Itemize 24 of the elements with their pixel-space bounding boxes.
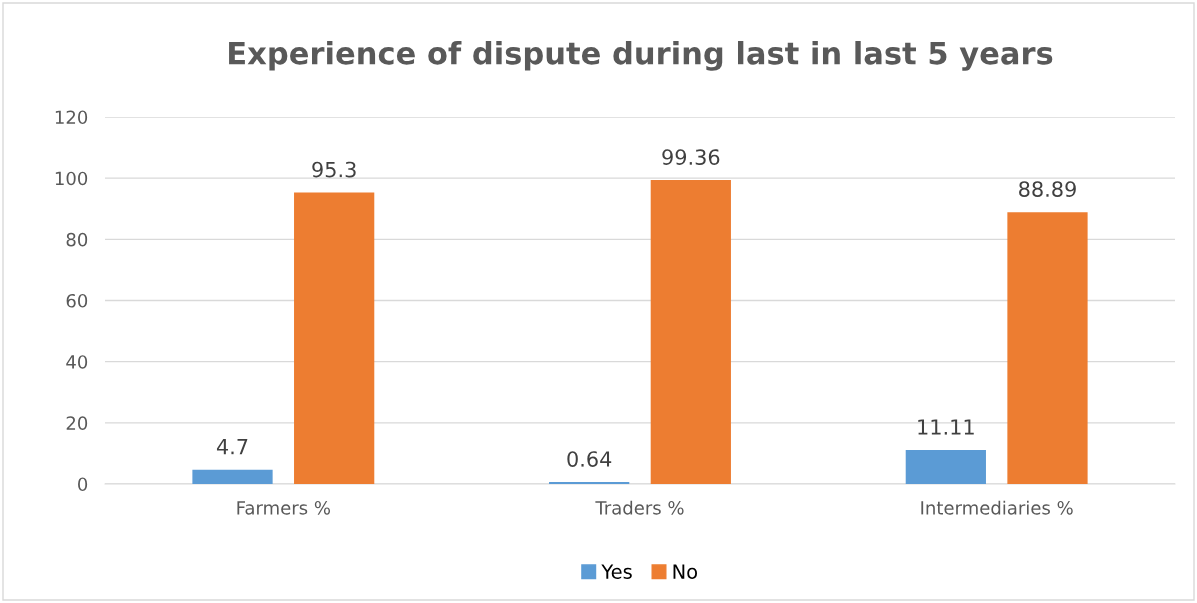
data-label: 99.36: [662, 149, 720, 165]
legend-label: Yes: [601, 564, 632, 579]
bar: [905, 450, 986, 484]
legend-label: No: [673, 564, 698, 579]
y-tick-label: 40: [66, 355, 88, 369]
y-tick-label: 80: [66, 232, 88, 247]
bar: [650, 180, 731, 484]
chart-title: Experience of dispute during last in last 5 years: [229, 41, 1053, 71]
bar: [294, 192, 375, 484]
bar: [1007, 212, 1088, 484]
data-label: 88.89: [1019, 181, 1076, 197]
bar: [192, 469, 273, 484]
data-label: 95.3: [312, 161, 356, 178]
y-tick-label: 0: [78, 477, 88, 492]
data-label: 11.11: [918, 419, 974, 435]
x-tick-label: Intermediaries %: [921, 500, 1073, 515]
y-tick-label: 120: [55, 110, 88, 125]
x-tick-label: Farmers %: [237, 500, 330, 515]
y-tick-label: 60: [66, 293, 88, 308]
y-tick-label: 100: [55, 171, 88, 186]
y-tick-label: 20: [66, 416, 88, 430]
data-label: 0.64: [567, 451, 612, 467]
data-label: 4.7: [216, 438, 248, 455]
x-tick-label: Traders %: [595, 500, 684, 515]
